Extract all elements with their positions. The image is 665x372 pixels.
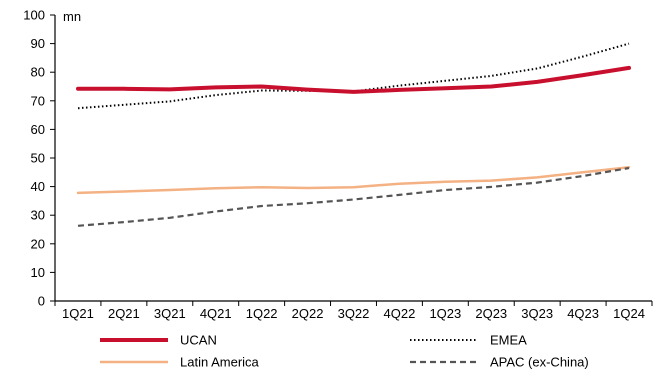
x-axis: 1Q21 2Q21 3Q21 4Q21 1Q22 2Q22 3Q22 4Q22 1Q23 2Q23… xyxy=(54,300,653,321)
x-tick-label: 2Q21 xyxy=(108,306,140,321)
series-lines xyxy=(76,42,631,227)
y-tick-label: 10 xyxy=(31,265,45,280)
series-line-emea xyxy=(77,42,630,110)
x-tick-label: 2Q22 xyxy=(292,306,324,321)
series-line-latin-america xyxy=(76,165,631,195)
y-tick-label: 40 xyxy=(31,179,45,194)
y-axis: 0 10 20 30 40 50 60 70 80 90 100 xyxy=(23,8,56,309)
x-tick-label: 3Q22 xyxy=(338,306,370,321)
y-tick-label: 60 xyxy=(31,122,45,137)
x-tick-label: 3Q23 xyxy=(521,306,553,321)
x-tick-label: 1Q21 xyxy=(62,306,94,321)
legend: UCAN EMEA Latin America APAC (ex-China) xyxy=(100,333,589,370)
y-tick-label: 100 xyxy=(23,8,45,23)
unit-label: mn xyxy=(63,9,81,24)
series-line-apac-ex-china xyxy=(77,166,630,227)
y-tick-label: 80 xyxy=(31,65,45,80)
x-tick-label: 1Q22 xyxy=(246,306,278,321)
x-tick-label: 4Q21 xyxy=(200,306,232,321)
x-tick-label: 1Q23 xyxy=(429,306,461,321)
x-tick-label: 4Q23 xyxy=(567,306,599,321)
x-tick-label: 1Q24 xyxy=(613,306,645,321)
legend-label: Latin America xyxy=(180,355,260,370)
y-tick-label: 30 xyxy=(31,208,45,223)
y-tick-label: 20 xyxy=(31,236,45,251)
series-line-ucan xyxy=(76,65,631,94)
x-tick-label: 4Q22 xyxy=(384,306,416,321)
x-tick-label: 2Q23 xyxy=(475,306,507,321)
y-tick-label: 50 xyxy=(31,151,45,166)
legend-label: EMEA xyxy=(490,333,527,348)
y-tick-label: 0 xyxy=(38,294,45,309)
x-tick-label: 3Q21 xyxy=(154,306,186,321)
y-tick-label: 70 xyxy=(31,93,45,108)
y-tick-label: 90 xyxy=(31,36,45,51)
legend-label: UCAN xyxy=(180,333,217,348)
legend-label: APAC (ex-China) xyxy=(490,355,589,370)
